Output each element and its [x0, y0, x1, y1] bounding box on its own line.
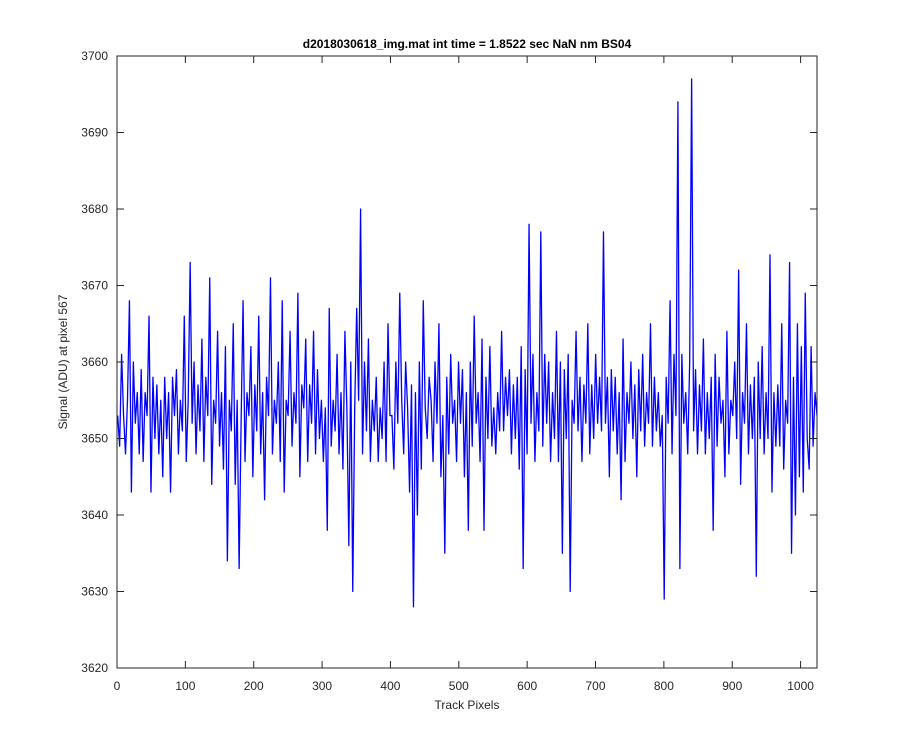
- x-tick-label: 0: [114, 679, 121, 693]
- x-tick-label: 800: [654, 679, 674, 693]
- x-axis-label: Track Pixels: [435, 698, 500, 712]
- x-ticks: 0 100 200 300 400 500 600 700 800 900 1000: [114, 56, 814, 693]
- x-tick-label: 200: [244, 679, 264, 693]
- y-tick-label: 3680: [81, 202, 108, 216]
- x-tick-label: 300: [312, 679, 332, 693]
- data-layer: [117, 78, 818, 608]
- x-tick-label: 600: [517, 679, 537, 693]
- chart-title: d2018030618_img.mat int time = 1.8522 se…: [303, 37, 632, 51]
- x-tick-label: 900: [722, 679, 742, 693]
- y-ticks: 3620 3630 3640 3650 3660 3670 3680 3690 3700: [81, 49, 817, 675]
- x-tick-label: 100: [175, 679, 195, 693]
- y-tick-label: 3620: [81, 661, 108, 675]
- x-tick-label: 700: [586, 679, 606, 693]
- x-tick-label: 400: [380, 679, 400, 693]
- x-tick-label: 500: [449, 679, 469, 693]
- y-tick-label: 3660: [81, 355, 108, 369]
- y-tick-label: 3670: [81, 279, 108, 293]
- series-line-0: [117, 78, 818, 608]
- plot-area: [117, 56, 817, 668]
- y-tick-label: 3690: [81, 126, 108, 140]
- x-tick-label: 1000: [787, 679, 814, 693]
- y-tick-label: 3630: [81, 585, 108, 599]
- y-tick-label: 3640: [81, 508, 108, 522]
- y-axis-label: Signal (ADU) at pixel 567: [56, 294, 70, 429]
- y-tick-label: 3650: [81, 432, 108, 446]
- y-tick-label: 3700: [81, 49, 108, 63]
